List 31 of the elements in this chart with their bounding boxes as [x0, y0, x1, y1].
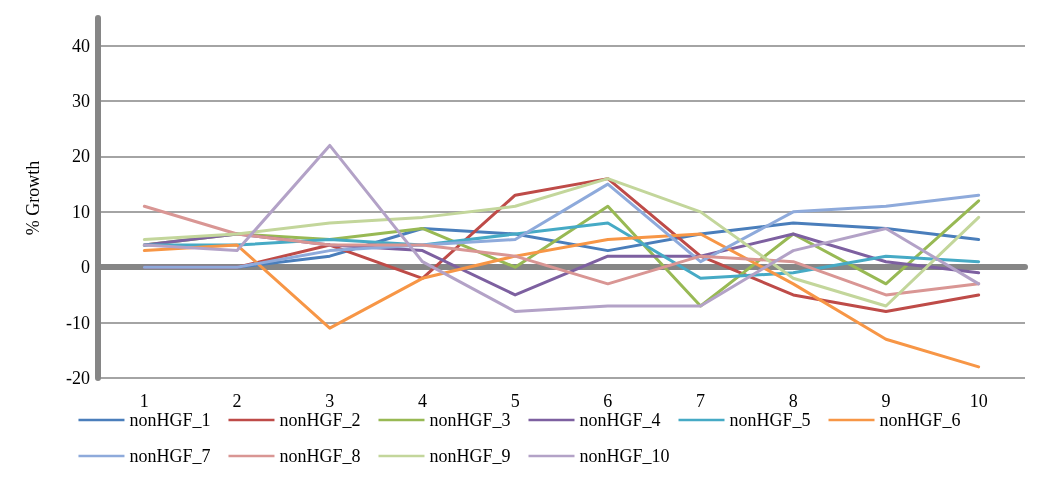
- y-tick-label: -10: [66, 312, 90, 333]
- line-series: [142, 232, 981, 369]
- y-tick-label: 0: [81, 257, 90, 278]
- legend-label: nonHGF_7: [129, 446, 211, 466]
- x-tick-label: 6: [603, 391, 613, 411]
- legend-label: nonHGF_5: [729, 410, 811, 430]
- legend-label: nonHGF_1: [129, 410, 211, 430]
- y-tick-label: 40: [72, 35, 90, 56]
- legend-label: nonHGF_10: [579, 446, 670, 466]
- legend-label: nonHGF_8: [279, 446, 361, 466]
- x-tick-label: 5: [510, 391, 520, 411]
- legend-label: nonHGF_6: [879, 410, 961, 430]
- y-tick-label: 30: [72, 91, 90, 112]
- line-series: [142, 143, 981, 314]
- line-series: [142, 182, 981, 269]
- x-tick-label: 9: [881, 391, 891, 411]
- legend-label: nonHGF_9: [429, 446, 511, 466]
- legend-label: nonHGF_3: [429, 410, 511, 430]
- legend-label: nonHGF_2: [279, 410, 361, 430]
- x-tick-label: 10: [969, 391, 988, 411]
- y-tick-label: -20: [66, 368, 90, 388]
- x-tick-label: 8: [788, 391, 798, 411]
- y-tick-label: 10: [72, 201, 90, 222]
- x-tick-label: 2: [232, 391, 242, 411]
- y-axis-title: % Growth: [23, 160, 43, 236]
- x-tick-label: 7: [696, 391, 706, 411]
- x-tick-label: 1: [139, 391, 149, 411]
- x-tick-label: 3: [325, 391, 335, 411]
- legend-label: nonHGF_4: [579, 410, 661, 430]
- y-tick-label: 20: [72, 146, 90, 167]
- x-tick-label: 4: [417, 391, 427, 411]
